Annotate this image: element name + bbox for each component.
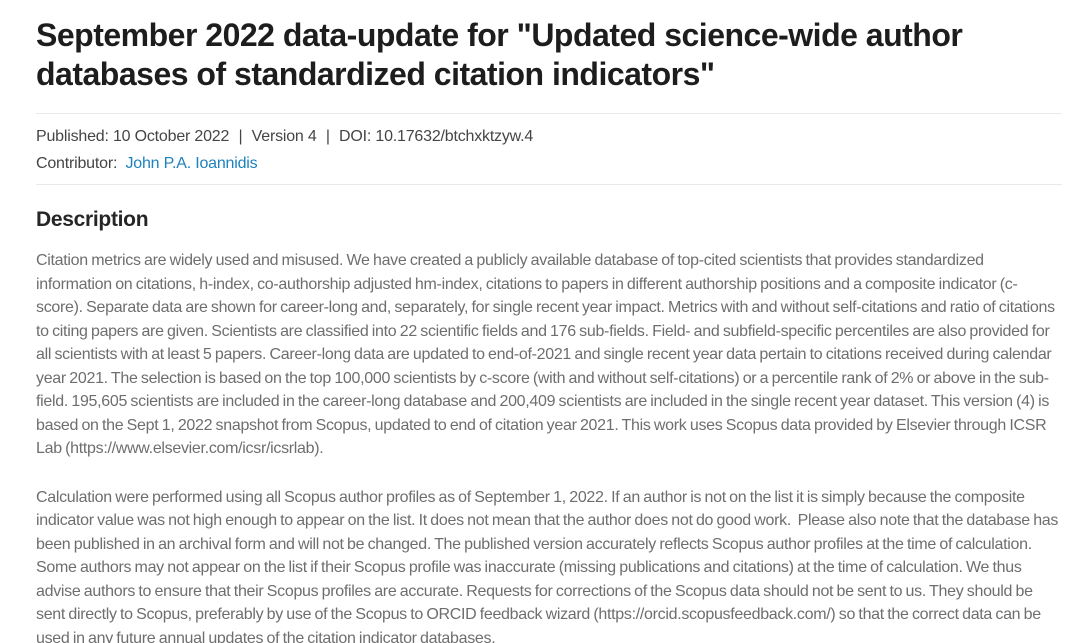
pipe-separator: |	[325, 128, 330, 145]
published-date: 10 October 2022	[112, 128, 230, 145]
divider-bottom	[36, 184, 1062, 185]
doi-value: 10.17632/btchxktzyw.4	[375, 128, 534, 145]
description-heading: Description	[36, 208, 149, 231]
published-label: Published:	[36, 128, 109, 145]
description-paragraph-1: Citation metrics are widely used and mis…	[36, 252, 1059, 457]
page-title: September 2022 data-update for "Updated …	[36, 17, 963, 92]
contributor-label: Contributor:	[36, 155, 118, 172]
description-paragraph-2: Calculation were performed using all Sco…	[36, 488, 1062, 643]
contributor-row: Contributor: John P.A. Ioannidis	[36, 150, 1062, 177]
published-row: Published: 10 October 2022 | Version 4 |…	[36, 123, 1062, 150]
pipe-separator: |	[238, 128, 243, 145]
dataset-meta: Published: 10 October 2022 | Version 4 |…	[36, 114, 1062, 184]
doi-label: DOI:	[339, 128, 372, 145]
contributor-link[interactable]: John P.A. Ioannidis	[125, 155, 258, 172]
divider-top	[36, 113, 1062, 114]
version-label: Version 4	[251, 128, 317, 145]
